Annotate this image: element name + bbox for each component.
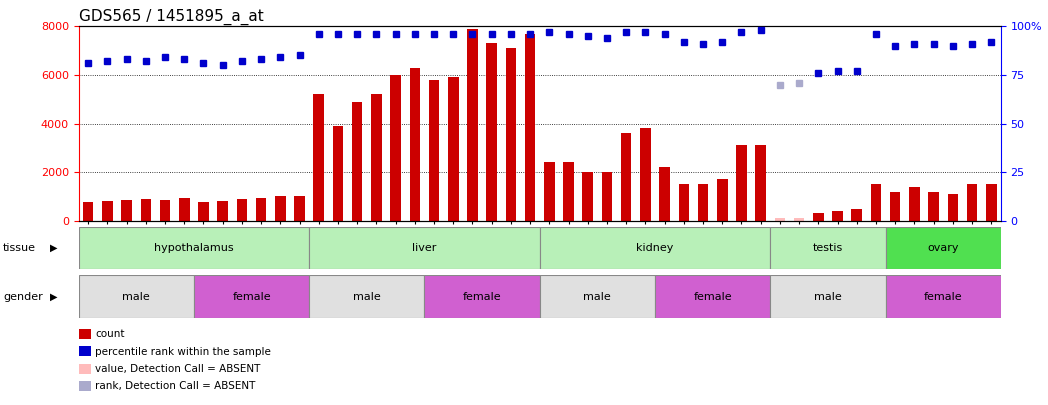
Text: hypothalamus: hypothalamus: [154, 243, 234, 253]
Text: ▶: ▶: [50, 292, 58, 302]
Text: rank, Detection Call = ABSENT: rank, Detection Call = ABSENT: [95, 382, 256, 391]
Text: female: female: [233, 292, 270, 302]
Bar: [966, 184, 978, 221]
Bar: [486, 43, 497, 221]
Bar: [352, 102, 363, 221]
Bar: [447, 77, 459, 221]
Bar: [659, 167, 670, 221]
Bar: [929, 192, 939, 221]
Bar: [736, 145, 747, 221]
Bar: [371, 94, 381, 221]
FancyBboxPatch shape: [194, 275, 309, 318]
FancyBboxPatch shape: [886, 227, 1001, 269]
Bar: [102, 201, 113, 221]
FancyBboxPatch shape: [540, 227, 770, 269]
FancyBboxPatch shape: [309, 275, 424, 318]
Bar: [525, 34, 536, 221]
Bar: [198, 202, 209, 221]
Bar: [313, 94, 324, 221]
Bar: [275, 196, 286, 221]
Bar: [217, 201, 228, 221]
Text: female: female: [924, 292, 962, 302]
Text: ovary: ovary: [927, 243, 959, 253]
Bar: [851, 209, 863, 221]
Bar: [871, 184, 881, 221]
Bar: [544, 162, 554, 221]
Bar: [83, 202, 93, 221]
Bar: [122, 200, 132, 221]
Bar: [410, 68, 420, 221]
Text: ▶: ▶: [50, 243, 58, 253]
Bar: [890, 192, 900, 221]
Bar: [429, 80, 439, 221]
Bar: [583, 172, 593, 221]
FancyBboxPatch shape: [79, 275, 194, 318]
Bar: [505, 48, 517, 221]
Bar: [717, 179, 727, 221]
Bar: [986, 184, 997, 221]
Bar: [563, 162, 574, 221]
Text: male: male: [123, 292, 150, 302]
FancyBboxPatch shape: [309, 227, 540, 269]
Text: GDS565 / 1451895_a_at: GDS565 / 1451895_a_at: [79, 9, 263, 25]
Bar: [159, 200, 171, 221]
FancyBboxPatch shape: [886, 275, 1001, 318]
Bar: [698, 184, 708, 221]
Text: kidney: kidney: [636, 243, 674, 253]
Bar: [678, 184, 690, 221]
Bar: [756, 145, 766, 221]
Text: male: male: [584, 292, 611, 302]
Text: female: female: [463, 292, 501, 302]
Bar: [390, 75, 401, 221]
Text: gender: gender: [3, 292, 43, 302]
FancyBboxPatch shape: [424, 275, 540, 318]
Bar: [602, 172, 612, 221]
Text: testis: testis: [813, 243, 843, 253]
Bar: [947, 194, 958, 221]
FancyBboxPatch shape: [540, 275, 655, 318]
FancyBboxPatch shape: [79, 227, 309, 269]
Bar: [256, 198, 266, 221]
Bar: [793, 218, 805, 221]
Bar: [909, 187, 920, 221]
Text: percentile rank within the sample: percentile rank within the sample: [95, 347, 271, 356]
FancyBboxPatch shape: [770, 275, 886, 318]
Bar: [332, 126, 344, 221]
Bar: [237, 199, 247, 221]
Text: value, Detection Call = ABSENT: value, Detection Call = ABSENT: [95, 364, 261, 374]
Bar: [140, 199, 151, 221]
Bar: [640, 128, 651, 221]
Text: male: male: [353, 292, 380, 302]
Bar: [774, 218, 785, 221]
Bar: [179, 198, 190, 221]
Bar: [467, 29, 478, 221]
Bar: [620, 133, 632, 221]
Text: liver: liver: [412, 243, 437, 253]
Bar: [832, 211, 843, 221]
Bar: [294, 196, 305, 221]
Text: tissue: tissue: [3, 243, 36, 253]
Text: count: count: [95, 329, 125, 339]
Text: male: male: [814, 292, 842, 302]
Text: female: female: [694, 292, 732, 302]
FancyBboxPatch shape: [655, 275, 770, 318]
Bar: [813, 213, 824, 221]
FancyBboxPatch shape: [770, 227, 886, 269]
